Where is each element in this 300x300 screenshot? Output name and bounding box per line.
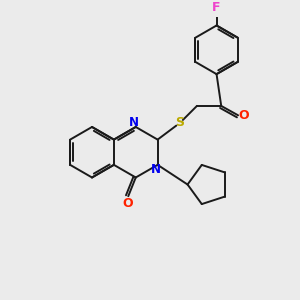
- Text: N: N: [129, 116, 139, 129]
- Text: O: O: [122, 197, 133, 210]
- Text: O: O: [238, 109, 249, 122]
- Text: F: F: [212, 1, 221, 14]
- Text: S: S: [176, 116, 184, 129]
- Text: N: N: [151, 163, 161, 176]
